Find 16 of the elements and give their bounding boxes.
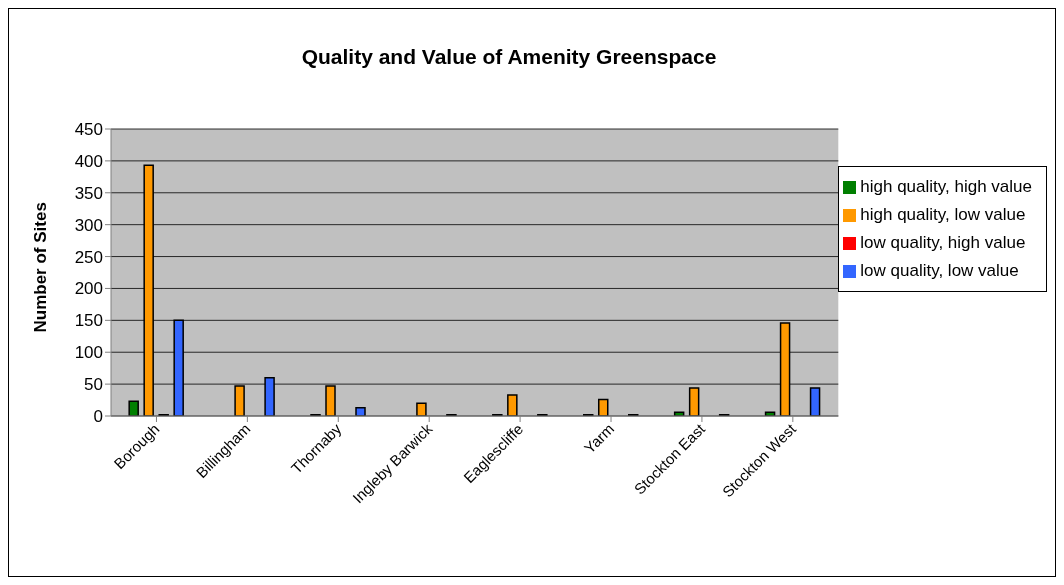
y-tick-label: 350: [74, 183, 103, 203]
y-tick-label: 150: [74, 311, 103, 331]
chart-title: Quality and Value of Amenity Greenspace: [300, 45, 718, 69]
y-axis-title: Number of Sites: [31, 202, 51, 333]
y-tick-label: 0: [93, 407, 103, 427]
y-tick-label: 200: [74, 279, 103, 299]
legend-label: low quality, high value: [860, 233, 1026, 252]
y-tick-label: 450: [74, 120, 103, 140]
legend-label: high quality, low value: [860, 205, 1026, 224]
y-tick-label: 250: [74, 247, 103, 267]
y-tick-label: 300: [74, 215, 103, 235]
y-tick-label: 100: [74, 343, 103, 363]
legend-label: high quality, high value: [860, 177, 1032, 196]
y-tick-label: 400: [74, 151, 103, 171]
y-tick-label: 50: [84, 375, 103, 395]
legend-label: low quality, low value: [860, 261, 1019, 280]
